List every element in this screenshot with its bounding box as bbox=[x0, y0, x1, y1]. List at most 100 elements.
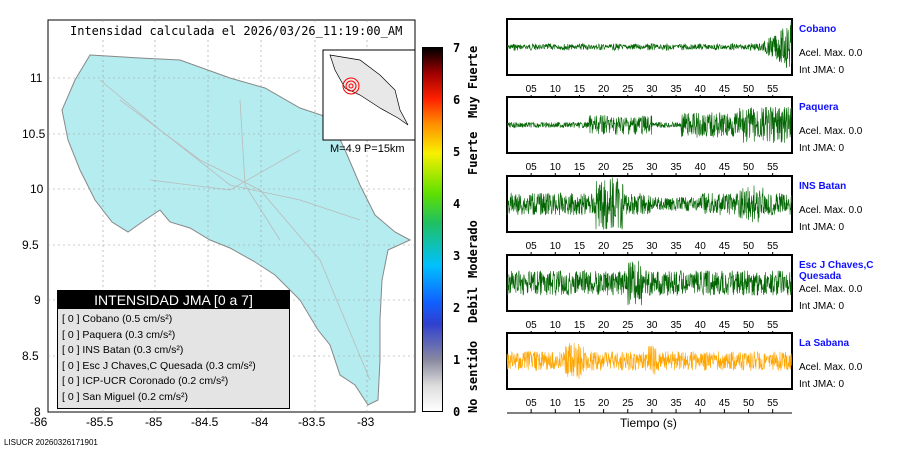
colorbar-category: Muy Fuerte bbox=[466, 45, 480, 118]
x-tick-label: 55 bbox=[767, 320, 779, 331]
lat-tick: 8.5 bbox=[22, 349, 39, 363]
lat-tick: 10 bbox=[30, 182, 44, 196]
x-tick-label: 45 bbox=[719, 398, 731, 409]
x-tick-label: 40 bbox=[695, 84, 707, 95]
legend-item: [ 0 ] INS Batan (0.3 cm/s²) bbox=[62, 344, 184, 356]
station-name: Cobano bbox=[799, 24, 837, 35]
x-tick-label: 30 bbox=[646, 320, 658, 331]
x-tick-label: 15 bbox=[574, 241, 586, 252]
x-tick-label: 20 bbox=[598, 241, 610, 252]
x-tick-label: 05 bbox=[526, 84, 538, 95]
x-tick-label: 35 bbox=[671, 84, 683, 95]
station-name: INS Batan bbox=[799, 181, 847, 192]
lat-tick: 9 bbox=[34, 293, 41, 307]
x-tick-label: 20 bbox=[598, 84, 610, 95]
colorbar-tick: 4 bbox=[453, 197, 461, 211]
x-tick-label: 10 bbox=[550, 398, 562, 409]
x-tick-label: 55 bbox=[767, 84, 779, 95]
x-tick-label: 15 bbox=[574, 320, 586, 331]
x-tick-label: 30 bbox=[646, 84, 658, 95]
x-tick-label: 50 bbox=[743, 84, 755, 95]
legend-title: INTENSIDAD JMA [0 a 7] bbox=[58, 291, 289, 309]
x-tick-label: 35 bbox=[671, 162, 683, 173]
seismogram-panels: 05 10 15 20 25 30 35 40 45 50 55 05 10 15 20 25 30 35 40 45… bbox=[506, 18, 793, 414]
x-tick-label: 45 bbox=[719, 241, 731, 252]
inset-map bbox=[322, 49, 416, 141]
waveform-1 bbox=[506, 106, 792, 144]
x-tick-label: 30 bbox=[646, 241, 658, 252]
lon-tick: -84 bbox=[251, 415, 269, 429]
waveform-2 bbox=[506, 177, 792, 230]
x-tick-label: 35 bbox=[671, 241, 683, 252]
colorbar-tick: 2 bbox=[453, 301, 461, 315]
lat-tick: 9.5 bbox=[22, 238, 39, 252]
x-axis-label: Tiempo (s) bbox=[620, 416, 677, 430]
x-tick-label: 30 bbox=[646, 162, 658, 173]
lat-tick: 11 bbox=[30, 71, 43, 85]
x-tick-label: 20 bbox=[598, 162, 610, 173]
x-tick-label: 20 bbox=[598, 320, 610, 331]
lon-tick: -85.5 bbox=[86, 415, 114, 429]
x-tick-label: 25 bbox=[622, 320, 634, 331]
lon-tick: -86 bbox=[30, 415, 48, 429]
x-tick-label: 10 bbox=[550, 162, 562, 173]
x-tick-label: 05 bbox=[526, 162, 538, 173]
x-tick-label: 40 bbox=[695, 398, 707, 409]
max-acceleration: Acel. Max. 0.0 bbox=[799, 48, 863, 59]
x-tick-label: 50 bbox=[743, 320, 755, 331]
x-tick-label: 05 bbox=[526, 398, 538, 409]
station-name: La Sabana bbox=[799, 338, 850, 349]
inset-label: M=4.9 P=15km bbox=[330, 143, 405, 155]
intensity-legend: INTENSIDAD JMA [0 a 7] [ 0 ] Cobano (0.5… bbox=[57, 290, 290, 409]
colorbar-category: Debil bbox=[466, 286, 480, 323]
waveform-4 bbox=[506, 342, 792, 379]
colorbar-category: Fuerte bbox=[466, 131, 480, 175]
x-tick-label: 10 bbox=[550, 320, 562, 331]
x-tick-label: 50 bbox=[743, 398, 755, 409]
max-acceleration: Acel. Max. 0.0 bbox=[799, 205, 863, 216]
map-title: Intensidad calculada el 2026/03/26_11:19… bbox=[70, 24, 403, 38]
x-tick-label: 40 bbox=[695, 320, 707, 331]
colorbar-tick: 5 bbox=[453, 145, 461, 159]
x-tick-label: 30 bbox=[646, 398, 658, 409]
lon-tick: -85 bbox=[145, 415, 163, 429]
waveform-3 bbox=[506, 260, 792, 306]
waveform-0 bbox=[506, 20, 792, 69]
x-tick-label: 10 bbox=[550, 241, 562, 252]
lat-tick: 8 bbox=[34, 405, 41, 419]
x-tick-label: 25 bbox=[622, 162, 634, 173]
station-name: Paquera bbox=[799, 102, 839, 113]
legend-item: [ 0 ] Cobano (0.5 cm/s²) bbox=[62, 313, 173, 325]
legend-item: [ 0 ] ICP-UCR Coronado (0.2 cm/s²) bbox=[62, 375, 229, 387]
lon-tick: -83 bbox=[357, 415, 375, 429]
jma-intensity: Int JMA: 0 bbox=[799, 301, 845, 312]
x-tick-label: 40 bbox=[695, 241, 707, 252]
x-tick-label: 55 bbox=[767, 398, 779, 409]
x-tick-label: 15 bbox=[574, 162, 586, 173]
x-tick-label: 35 bbox=[671, 398, 683, 409]
x-tick-label: 25 bbox=[622, 84, 634, 95]
colorbar-tick: 6 bbox=[453, 93, 461, 107]
x-tick-label: 25 bbox=[622, 241, 634, 252]
x-tick-label: 40 bbox=[695, 162, 707, 173]
x-tick-label: 25 bbox=[622, 398, 634, 409]
colorbar-category: No sentido bbox=[466, 340, 480, 413]
lon-tick: -83.5 bbox=[298, 415, 326, 429]
lat-tick: 10.5 bbox=[22, 127, 46, 141]
x-tick-label: 55 bbox=[767, 162, 779, 173]
max-acceleration: Acel. Max. 0.0 bbox=[799, 284, 863, 295]
lon-tick: -84.5 bbox=[191, 415, 219, 429]
jma-intensity: Int JMA: 0 bbox=[799, 65, 845, 76]
jma-intensity: Int JMA: 0 bbox=[799, 222, 845, 233]
x-tick-label: 50 bbox=[743, 162, 755, 173]
legend-item: [ 0 ] San Miguel (0.2 cm/s²) bbox=[62, 390, 189, 403]
x-tick-label: 45 bbox=[719, 320, 731, 331]
x-tick-label: 05 bbox=[526, 241, 538, 252]
colorbar-tick: 1 bbox=[453, 353, 461, 367]
legend-item: [ 0 ] Esc J Chaves,C Quesada (0.3 cm/s²) bbox=[62, 359, 256, 372]
max-acceleration: Acel. Max. 0.0 bbox=[799, 126, 863, 137]
colorbar-tick: 3 bbox=[453, 249, 461, 263]
x-tick-label: 45 bbox=[719, 84, 731, 95]
station-name: Esc J Chaves,C Quesada bbox=[799, 260, 874, 282]
colorbar-tick: 7 bbox=[453, 41, 461, 55]
